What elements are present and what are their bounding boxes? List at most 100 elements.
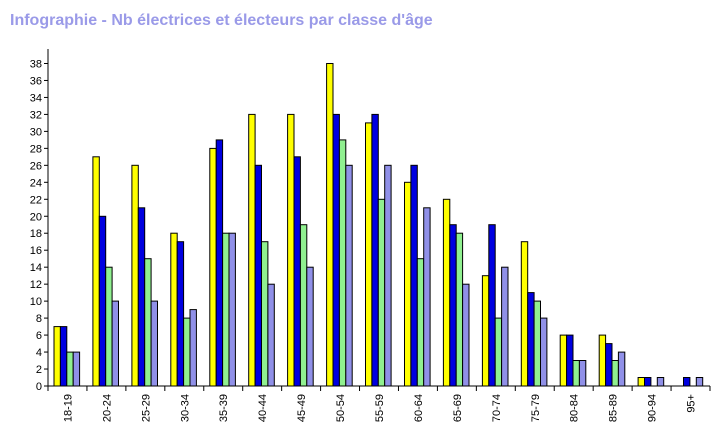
x-axis: 18-19 20-24 25-29 30-34 35-39 40-44 45-49 50-54… [47,385,711,422]
bar-85-89-s2 [605,343,613,387]
bar-80-84-s4 [578,360,587,387]
x-tick-label: 90-94 [647,394,659,422]
bar-75-79-s3 [533,300,541,387]
bar-45-49-s1 [287,113,295,387]
bar-35-39-s2 [215,139,224,387]
bar-85-89-s3 [611,360,619,387]
bar-85-89-s4 [617,351,626,387]
y-tick-label: 28 [30,143,42,155]
y-tick-label: 6 [36,330,42,342]
bar-60-64-s1 [404,181,412,387]
bar-18-19-s3 [66,351,74,387]
bar-55-59-s3 [377,198,386,387]
y-tick-label: 26 [30,160,42,172]
bar-50-54-s2 [332,113,340,387]
bar-70-74-s1 [481,275,490,387]
bar-30-34-s4 [189,309,197,387]
bar-60-64-s3 [416,258,425,387]
bar-35-39-s1 [209,147,217,387]
bar-25-29-s3 [144,258,152,387]
y-tick-label: 38 [30,58,42,70]
y-tick-label: 0 [36,381,42,393]
y-tick-label: 30 [30,126,42,138]
bar-60-64-s4 [423,207,431,387]
bar-20-24-s3 [105,266,113,387]
bar-55-59-s1 [365,122,373,387]
bar-75-79-s4 [540,317,548,387]
x-tick-label: 35-39 [218,394,230,422]
bar-80-84-s3 [572,360,580,387]
y-tick-label: 32 [30,109,42,121]
x-tick-label: 20-24 [101,394,113,422]
bar-25-29-s4 [150,300,159,387]
y-tick-label: 18 [30,228,42,240]
y-tick-label: 34 [30,92,42,104]
bar-18-19-s1 [53,326,61,387]
bar-70-74-s2 [488,224,496,387]
x-tick-label: 95+ [686,394,698,413]
y-tick-label: 4 [36,347,42,359]
bar-50-54-s4 [345,164,353,387]
y-tick-label: 24 [30,177,42,189]
bar-30-34-s3 [183,317,191,387]
bar-65-69-s2 [449,224,457,387]
bar-40-44-s4 [267,283,275,387]
bar-75-79-s2 [527,292,535,387]
x-tick-label: 30-34 [179,394,191,422]
x-tick-label: 25-29 [140,394,152,422]
bar-20-24-s1 [92,156,100,387]
x-tick-label: 55-59 [374,394,386,422]
y-tick-label: 14 [30,262,42,274]
bar-90-94-s1 [637,377,645,387]
bar-20-24-s4 [111,300,119,387]
bar-35-39-s3 [222,232,230,387]
bar-45-49-s2 [293,156,301,387]
chart-title: Infographie - Nb électrices et électeurs… [10,12,433,29]
bar-95+-s4 [695,377,704,387]
x-tick-label: 18-19 [62,394,74,422]
bar-40-44-s2 [254,164,263,387]
bar-90-94-s2 [644,377,652,387]
y-tick-label: 22 [30,194,42,206]
y-tick-label: 20 [30,211,42,223]
y-tick-label: 12 [30,279,42,291]
x-tick-label: 45-49 [296,394,308,422]
bar-45-49-s3 [299,224,308,387]
bar-40-44-s1 [248,113,256,387]
bar-80-84-s2 [566,334,574,387]
y-tick-label: 36 [30,75,42,87]
bar-65-69-s1 [442,198,451,387]
x-tick-label: 75-79 [530,394,542,422]
bar-50-54-s1 [326,63,334,387]
bar-20-24-s2 [98,215,107,387]
bar-65-69-s4 [462,283,470,387]
bars-group [53,63,704,387]
bar-70-74-s3 [494,317,503,387]
bar-40-44-s3 [261,241,269,387]
x-tick-label: 70-74 [491,394,503,422]
y-tick-label: 16 [30,245,42,257]
bar-30-34-s1 [170,232,178,387]
y-tick-label: 2 [36,364,42,376]
bar-25-29-s2 [137,207,146,387]
bar-55-59-s4 [384,164,392,387]
bar-25-29-s1 [131,164,139,387]
bar-45-49-s4 [306,266,314,387]
bar-55-59-s2 [371,113,379,387]
bar-35-39-s4 [228,232,236,387]
bar-90-94-s4 [656,377,665,387]
x-tick-label: 85-89 [608,394,620,422]
y-tick-label: 8 [36,313,42,325]
y-tick-label: 10 [30,296,42,308]
bar-60-64-s2 [410,164,418,387]
x-tick-label: 50-54 [335,394,347,422]
x-tick-label: 65-69 [452,394,464,422]
bar-80-84-s1 [559,334,568,387]
bar-30-34-s2 [176,241,185,387]
bar-95+-s2 [683,377,691,387]
x-tick-label: 60-64 [413,394,425,422]
bar-18-19-s4 [72,351,81,387]
bar-65-69-s3 [455,232,464,387]
bar-85-89-s1 [598,334,607,387]
